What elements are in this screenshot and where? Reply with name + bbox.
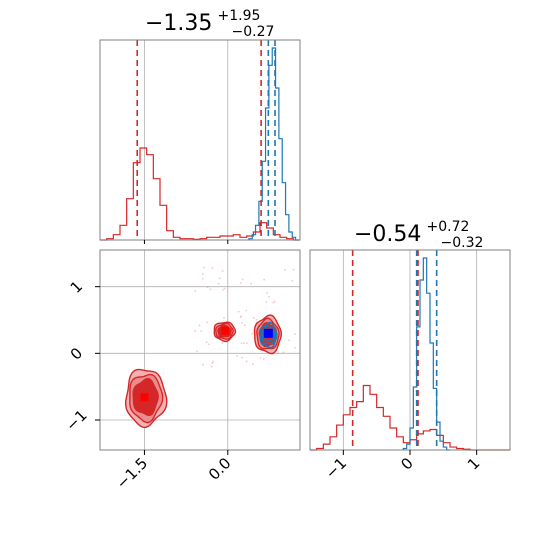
joint-xtick-label-1: 0.0: [205, 454, 235, 484]
joint-scatter-point: [245, 309, 248, 312]
joint-scatter-point: [272, 301, 275, 304]
joint-ytick-label-2: −1: [62, 406, 90, 434]
joint-scatter-point: [288, 339, 290, 342]
joint-scatter-point: [245, 360, 248, 363]
joint-scatter-point: [263, 278, 266, 281]
joint-scatter-point: [221, 342, 224, 344]
param0-title: −1.35 +1.95 −0.27: [145, 5, 274, 40]
joint-scatter-point: [282, 351, 285, 354]
param1-title: −0.54 +0.72 −0.32: [354, 216, 483, 251]
joint-scatter-point: [205, 341, 208, 344]
joint-scatter-point: [221, 270, 224, 272]
joint-scatter-point: [202, 363, 204, 366]
joint-scatter-point: [223, 287, 226, 290]
joint-scatter-point: [241, 321, 243, 324]
joint-scatter-point: [223, 316, 225, 319]
marginal1-xtick-label-2: 1: [464, 454, 483, 473]
joint-scatter-point: [265, 292, 268, 294]
joint-scatter-point: [200, 330, 203, 333]
joint-blue-contour: [261, 324, 276, 345]
joint-scatter-point: [194, 290, 197, 292]
joint-scatter-point: [201, 277, 204, 280]
joint-scatter-point: [237, 310, 240, 313]
joint-scatter-point: [273, 300, 276, 303]
joint-scatter-point: [196, 350, 198, 353]
joint-scatter-point: [294, 333, 297, 336]
joint-scatter-point: [255, 318, 258, 321]
marginal1-xtick-label-1: 0: [397, 454, 416, 473]
param0-title-lower: −0.27: [232, 24, 275, 40]
joint-scatter-point: [252, 317, 255, 319]
joint-scatter-point: [284, 268, 286, 271]
joint-scatter-point: [252, 363, 254, 366]
param1-title-upper: +0.72: [427, 219, 470, 235]
joint-blue-contour: [259, 321, 278, 349]
joint-scatter-point: [207, 343, 210, 346]
joint-scatter-point: [251, 332, 254, 335]
joint-scatter-point: [211, 362, 214, 364]
joint-scatter-point: [250, 282, 253, 285]
joint-scatter-point: [246, 342, 248, 345]
joint-scatter-point: [206, 286, 209, 289]
param1-title-value: −0.54: [354, 222, 421, 247]
joint-scatter-point: [202, 266, 205, 269]
joint-scatter-point: [244, 324, 246, 327]
marginal0-hist-red: [100, 147, 300, 241]
joint-ytick-label-0: 1: [67, 277, 86, 296]
joint-ytick-label-1: 0: [67, 344, 86, 363]
joint-scatter-point: [291, 279, 294, 282]
marginal1-hist-blue: [402, 257, 450, 451]
joint-scatter-point: [240, 315, 243, 317]
joint-scatter-point: [210, 365, 213, 368]
joint-scatter-point: [276, 352, 279, 354]
joint-scatter-point: [292, 268, 295, 271]
joint-scatter-point: [239, 281, 242, 284]
joint-scatter-point: [217, 282, 220, 285]
joint-scatter-point: [236, 354, 238, 357]
param0-title-value: −1.35: [145, 11, 212, 36]
joint-scatter-point: [239, 316, 242, 318]
param1-title-lower: −0.32: [441, 235, 484, 251]
joint-scatter-point: [259, 357, 262, 359]
joint-scatter-point: [211, 267, 214, 270]
joint-scatter-point: [209, 288, 212, 291]
joint-frame: [99, 249, 301, 451]
marginal-panel-param0: [99, 39, 301, 244]
joint-panel: [99, 249, 301, 451]
joint-marker-1: [221, 326, 229, 335]
joint-scatter-point: [268, 295, 270, 298]
joint-scatter-point: [222, 289, 224, 291]
marginal1-hist-red: [310, 384, 510, 451]
joint-scatter-point: [241, 278, 244, 281]
joint-content: [125, 266, 297, 429]
joint-xtick-label-0: −1.5: [113, 454, 151, 492]
marginal1-xtick-label-0: −1: [322, 454, 350, 482]
joint-scatter-point: [198, 324, 201, 327]
marginal-panel-param1: [309, 249, 511, 451]
joint-marker-2: [263, 328, 273, 338]
marginal0-hist-blue: [248, 47, 299, 241]
joint-scatter-point: [194, 329, 197, 332]
joint-scatter-point: [218, 277, 221, 280]
joint-scatter-point: [206, 321, 209, 324]
joint-scatter-point: [240, 342, 243, 345]
joint-scatter-point: [243, 342, 246, 344]
joint-marker-0: [140, 393, 149, 402]
joint-scatter-point: [201, 273, 204, 275]
joint-scatter-point: [265, 301, 268, 303]
joint-scatter-point: [262, 358, 265, 360]
joint-scatter-point: [294, 346, 297, 349]
param0-title-upper: +1.95: [218, 8, 261, 24]
marginal0-frame: [99, 39, 301, 241]
joint-scatter-point: [241, 356, 243, 359]
joint-scatter-point: [212, 360, 214, 363]
